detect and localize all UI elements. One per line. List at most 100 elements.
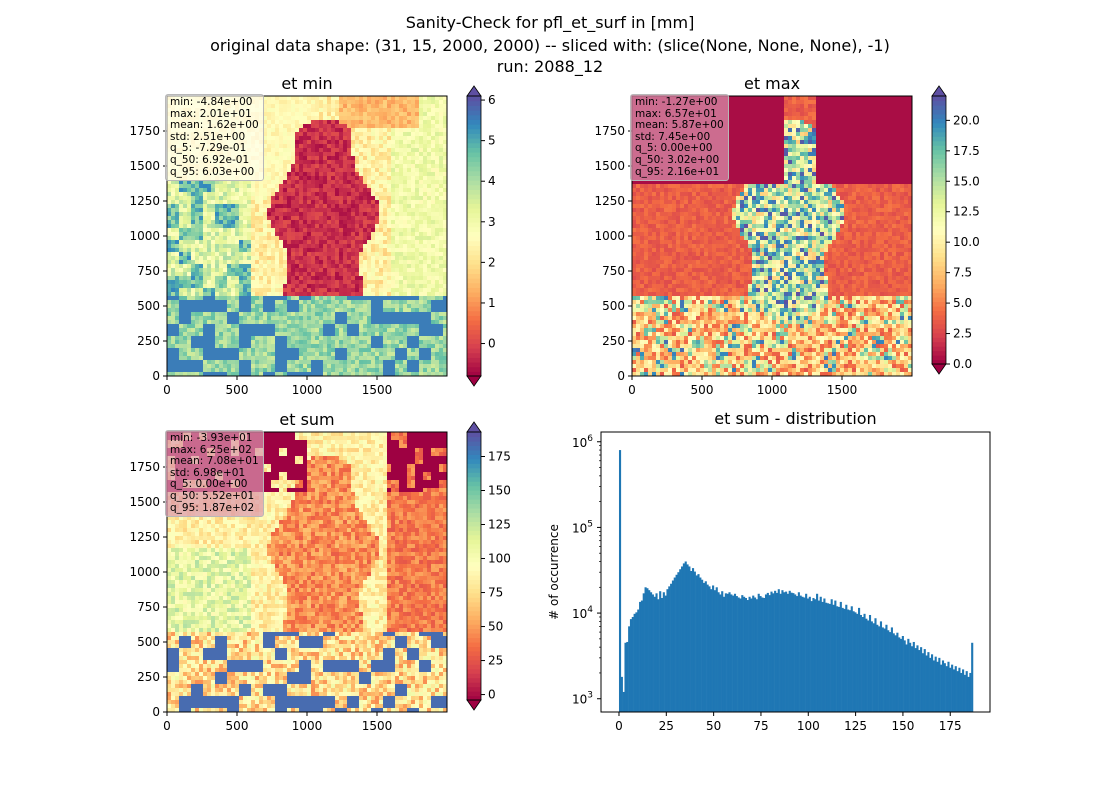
colorbar-segment [467,507,481,513]
colorbar-segment [467,371,481,377]
histogram-bar [962,669,965,712]
colorbar-segment [467,561,481,567]
histogram-bar [923,649,926,712]
histogram-bar [691,568,695,712]
colorbar-segment [932,118,946,124]
histogram-bar [952,669,956,712]
colorbar-tick-label: 10.0 [953,235,980,249]
colorbar-segment [932,225,946,231]
colorbar-segment [467,476,481,482]
x-tick-label: 75 [753,719,768,733]
histogram-bar [684,561,687,712]
histogram-bar [834,600,837,712]
histogram-bar [828,603,831,712]
colorbar-segment [467,194,481,200]
colorbar-segment [467,673,481,679]
colorbar-segment [932,265,946,271]
figure-subtitle-run: run: 2088_12 [496,57,604,76]
histogram-bar [642,593,645,712]
colorbar-segment [932,341,946,347]
heatmap-cells [167,96,447,376]
colorbar-segment [467,432,481,438]
histogram-bar [806,598,810,712]
colorbar-segment [467,525,481,531]
colorbar-segment [467,292,481,298]
histogram-bar [635,612,638,712]
x-tick-label: 0 [163,383,171,397]
colorbar-tick-label: 50 [488,620,503,634]
histogram-bar [885,624,888,712]
colorbar-segment [467,203,481,209]
histogram-bar [730,594,733,712]
histogram-bar [927,652,930,712]
y-tick-label: 1500 [129,495,160,509]
colorbar-segment [467,445,481,451]
colorbar-segment [467,615,481,621]
y-tick-label: 1000 [594,229,625,243]
histogram-bar [841,607,844,712]
histogram-bar [916,645,919,712]
histogram-bar [845,604,848,712]
colorbar-segment [467,310,481,316]
histogram-bar [819,596,822,712]
histogram-bar [722,596,726,712]
colorbar-segment [932,359,946,365]
colorbar-tick-label: 12.5 [953,205,980,219]
histogram-bar [657,599,660,712]
colorbar-segment [932,100,946,106]
histogram-bar [874,618,877,712]
colorbar-tick-label: 1 [488,296,496,310]
colorbar-tick-label: 15.0 [953,174,980,188]
panel-title: et sum - distribution [714,409,876,428]
x-tick-label: 500 [691,383,714,397]
colorbar-segment [467,646,481,652]
histogram-bar [746,600,749,712]
histogram-bar [905,644,908,712]
histogram-bar [662,592,665,712]
histogram-bar [896,632,899,712]
histogram-bar [708,586,711,712]
y-tick-label: 1750 [594,124,625,138]
histogram-bar [859,614,862,712]
colorbar-tick-label: 25 [488,654,503,668]
y-tick-label: 250 [137,670,160,684]
histogram-bar [792,593,795,712]
histogram-bar [664,595,667,712]
colorbar-segment [467,557,481,563]
colorbar-segment [467,633,481,639]
panel-title: et min [281,74,332,93]
histogram-bar [872,623,875,712]
histogram-bar [887,630,890,712]
colorbar-segment [932,171,946,177]
histogram-bar [909,642,912,712]
histogram-bar [681,566,684,712]
histogram-bar [735,596,738,712]
histogram-bar [938,657,941,712]
colorbar-segment [932,131,946,137]
colorbar-segment [467,142,481,148]
colorbar-segment [932,113,946,119]
x-tick-label: 100 [797,719,820,733]
colorbar-segment [467,133,481,139]
histogram-bar [712,585,715,712]
colorbar-segment [932,305,946,311]
figure-title: Sanity-Check for pfl_et_surf in [mm] [405,13,695,32]
colorbar-segment [467,574,481,580]
histogram-bar [814,599,817,712]
colorbar-segment [467,250,481,256]
histogram-bar [772,593,775,712]
histogram-bar [837,606,841,712]
colorbar-segment [467,105,481,111]
histogram-bar [797,592,800,712]
histogram-bar [757,593,760,712]
colorbar: 0 25 50 75 100 125 150 175 [466,421,511,711]
histogram-panel: et sum - distribution 0 25 50 75 100 125 150 175… [547,409,991,733]
colorbar-segment [467,601,481,607]
histogram-bar [861,616,864,712]
colorbar-segment [467,655,481,661]
x-tick-label: 0 [615,719,623,733]
histogram-bar [777,589,780,712]
histogram-bar [754,597,757,712]
histogram-bar [852,611,855,712]
histogram-bar [907,638,910,712]
